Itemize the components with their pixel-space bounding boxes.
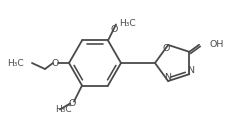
Text: O: O xyxy=(110,25,118,34)
Text: O: O xyxy=(68,99,76,108)
Text: O: O xyxy=(162,44,170,53)
Text: OH: OH xyxy=(209,40,223,49)
Text: N: N xyxy=(164,73,171,82)
Text: H₃C: H₃C xyxy=(55,105,71,114)
Text: H₃C: H₃C xyxy=(119,19,136,28)
Text: O: O xyxy=(51,59,59,67)
Text: H₃C: H₃C xyxy=(7,59,24,67)
Text: N: N xyxy=(187,66,194,75)
